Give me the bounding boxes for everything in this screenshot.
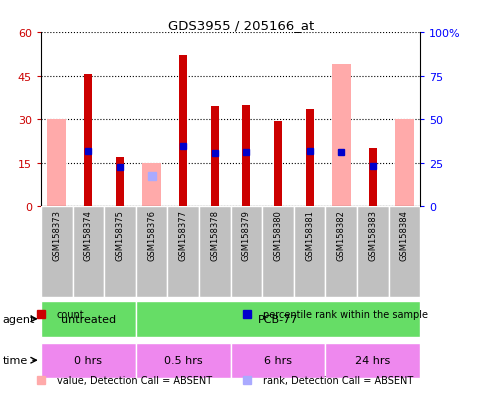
Bar [116, 157, 124, 206]
Text: GSM158382: GSM158382 [337, 209, 346, 260]
Bar [294, 206, 326, 297]
Text: 0 hrs: 0 hrs [74, 355, 102, 366]
Bar [41, 343, 136, 378]
Bar [41, 206, 72, 297]
Bar [142, 163, 161, 206]
Text: rank, Detection Call = ABSENT: rank, Detection Call = ABSENT [263, 375, 413, 385]
Text: GSM158380: GSM158380 [273, 209, 283, 260]
Text: count: count [57, 309, 84, 319]
Bar [41, 301, 136, 337]
Bar [168, 206, 199, 297]
Bar [332, 65, 351, 206]
Text: GSM158379: GSM158379 [242, 209, 251, 260]
Text: value, Detection Call = ABSENT: value, Detection Call = ABSENT [57, 375, 212, 385]
Bar [231, 343, 326, 378]
Text: GSM158381: GSM158381 [305, 209, 314, 260]
Bar [136, 301, 420, 337]
Bar [326, 206, 357, 297]
Bar [274, 121, 282, 206]
Text: time: time [2, 355, 28, 366]
Text: 24 hrs: 24 hrs [355, 355, 390, 366]
Text: GSM158374: GSM158374 [84, 209, 93, 260]
Text: GDS3955 / 205166_at: GDS3955 / 205166_at [169, 19, 314, 31]
Bar [326, 343, 420, 378]
Bar [389, 206, 420, 297]
Bar [85, 75, 92, 206]
Text: untreated: untreated [61, 314, 116, 324]
Bar [357, 206, 389, 297]
Bar [211, 107, 219, 206]
Text: GSM158375: GSM158375 [115, 209, 125, 260]
Text: GSM158383: GSM158383 [369, 209, 377, 260]
Text: agent: agent [2, 314, 35, 324]
Text: GSM158373: GSM158373 [52, 209, 61, 260]
Bar [369, 149, 377, 206]
Text: 6 hrs: 6 hrs [264, 355, 292, 366]
Bar [104, 206, 136, 297]
Text: GSM158377: GSM158377 [179, 209, 188, 260]
Text: PCB-77: PCB-77 [258, 314, 298, 324]
Text: percentile rank within the sample: percentile rank within the sample [263, 309, 428, 319]
Bar [306, 109, 313, 206]
Text: GSM158378: GSM158378 [210, 209, 219, 260]
Text: 0.5 hrs: 0.5 hrs [164, 355, 202, 366]
Text: GSM158376: GSM158376 [147, 209, 156, 260]
Bar [395, 120, 414, 206]
Bar [72, 206, 104, 297]
Bar [262, 206, 294, 297]
Bar [199, 206, 231, 297]
Bar [47, 120, 66, 206]
Bar [242, 105, 250, 206]
Bar [179, 56, 187, 206]
Text: GSM158384: GSM158384 [400, 209, 409, 260]
Bar [136, 206, 168, 297]
Bar [231, 206, 262, 297]
Bar [136, 343, 231, 378]
